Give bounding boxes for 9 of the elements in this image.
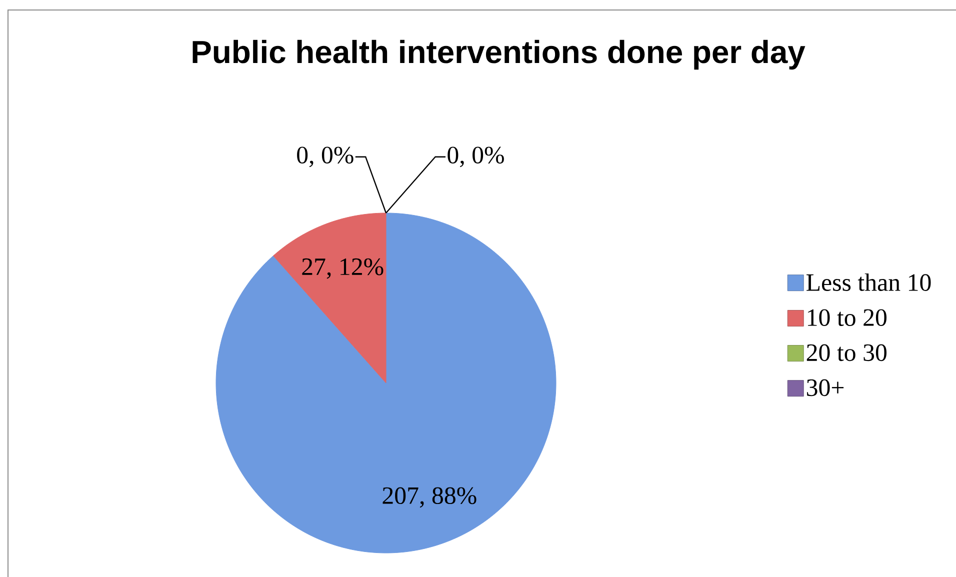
legend-label: 10 to 20 [808, 309, 886, 326]
chart-title: Public health interventions done per day [192, 40, 806, 70]
data-label: 27, 12% [302, 258, 384, 279]
legend-label: 30+ [806, 379, 844, 396]
data-label: 207, 88% [382, 487, 476, 508]
text: 0, 0% [297, 146, 354, 168]
legend-label: 20 to 30 [806, 344, 886, 362]
legend-label: Less than 10 [806, 273, 931, 291]
text: 0, 0% [448, 146, 504, 168]
